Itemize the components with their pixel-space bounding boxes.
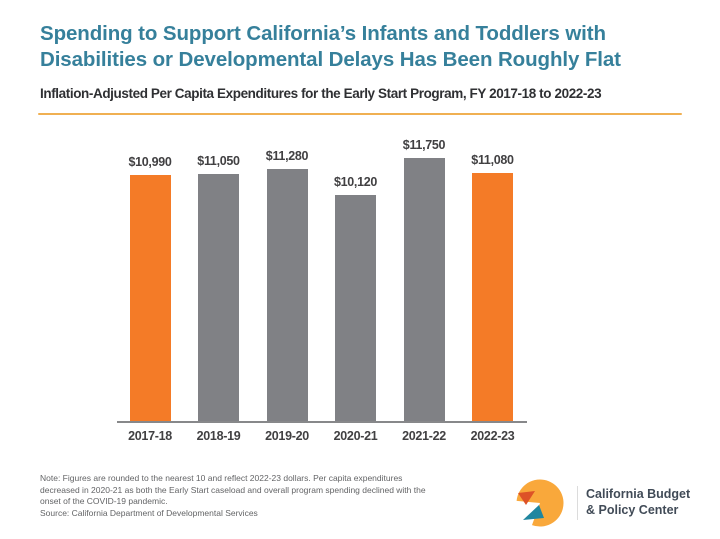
x-tick-label: 2020-21 — [333, 429, 378, 443]
logo-divider — [577, 486, 578, 520]
x-tick-label: 2019-20 — [265, 429, 309, 443]
chart-title-line2: Disabilities or Developmental Delays Has… — [40, 48, 621, 71]
bar-value-label: $11,750 — [402, 138, 446, 152]
bar-value-label: $10,990 — [128, 155, 172, 169]
bar-2020-21 — [335, 195, 376, 423]
chart-subtitle: Inflation-Adjusted Per Capita Expenditur… — [40, 86, 602, 101]
footnote-line2: decreased in 2020-21 as both the Early S… — [40, 484, 426, 495]
bar-2017-18 — [129, 175, 171, 423]
bar-value-label: $10,120 — [333, 175, 378, 189]
org-name-line1: California Budget — [586, 487, 691, 501]
chart-title-line1: Spending to Support California’s Infants… — [40, 22, 606, 45]
x-tick-label: 2021-22 — [402, 429, 446, 443]
pie-logo-icon — [516, 479, 564, 527]
footnote-line3: onset of the COVID-19 pandemic. — [40, 496, 168, 506]
chart-title: Spending to Support California’s Infants… — [40, 21, 690, 73]
source-line: Source: California Department of Develop… — [40, 507, 258, 518]
x-axis-line — [117, 421, 527, 423]
bar-2022-23 — [472, 173, 513, 423]
bar-2018-19 — [198, 174, 239, 423]
x-tick-label: 2018-19 — [196, 429, 241, 443]
org-name: California Budget & Policy Center — [586, 487, 690, 518]
bar-chart: $10,990 $11,050 $11,280 $10,120 $11,750 $11,0… — [0, 130, 720, 423]
x-tick-label: 2022-23 — [470, 429, 515, 443]
bar-value-label: $11,280 — [265, 149, 309, 163]
bar-2019-20 — [266, 169, 308, 423]
org-logo: California Budget & Policy Center — [513, 479, 703, 531]
bar-value-label: $11,050 — [197, 154, 240, 168]
footnote: Note: Figures are rounded to the nearest… — [40, 473, 510, 519]
header-divider-rule — [38, 113, 682, 115]
org-name-line2: & Policy Center — [586, 502, 679, 517]
footnote-line1: Note: Figures are rounded to the nearest… — [40, 473, 403, 483]
x-tick-label: 2017-18 — [128, 429, 172, 443]
bar-value-label: $11,080 — [471, 153, 514, 167]
bar-2021-22 — [403, 158, 445, 423]
